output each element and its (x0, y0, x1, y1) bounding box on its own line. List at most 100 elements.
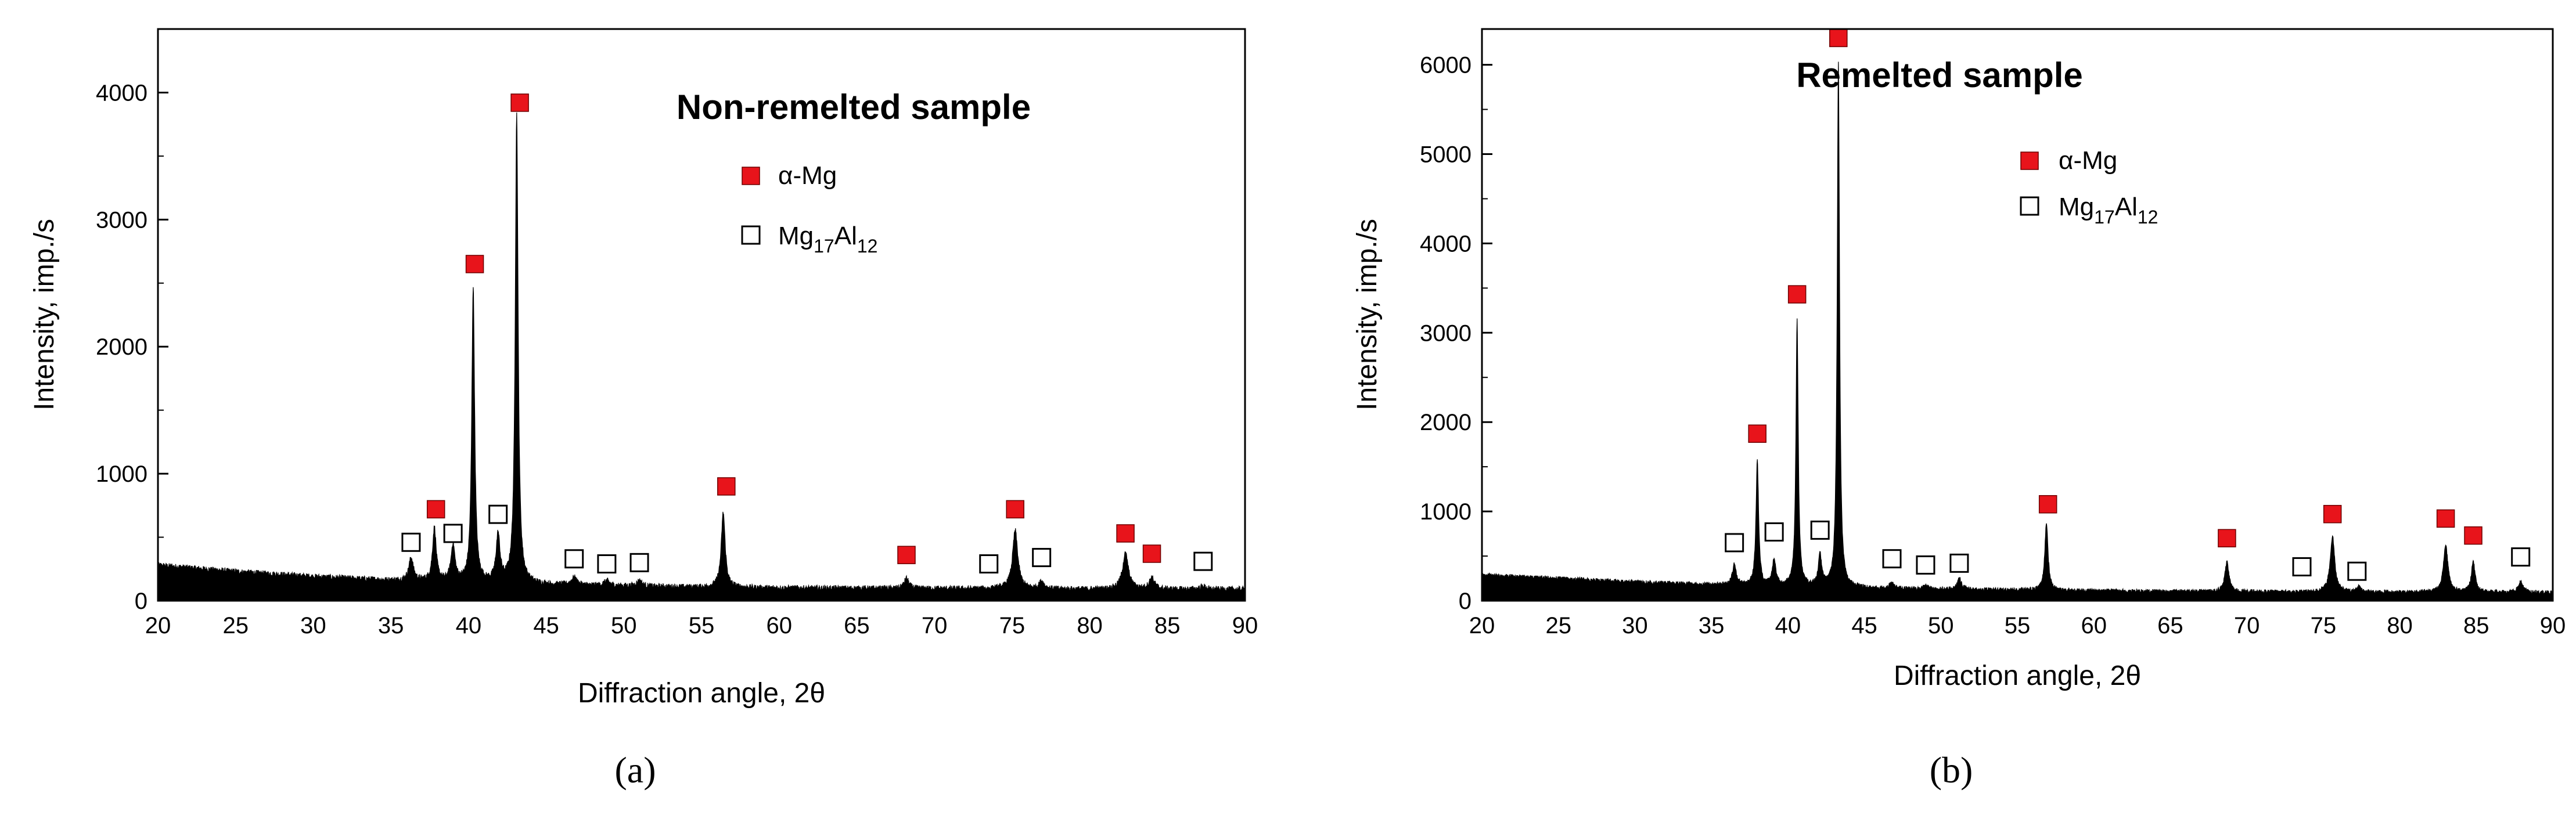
chart-a-xtick-label: 30 (300, 613, 326, 638)
chart-b-alpha-mg-marker (2436, 509, 2455, 528)
chart-b-title: Remelted sample (1796, 56, 2083, 95)
chart-a-ytick-label: 3000 (96, 207, 147, 233)
chart-a-xtick-label: 60 (766, 613, 792, 638)
chart-a-alpha-mg-marker (510, 93, 529, 112)
chart-b-diffractogram (1481, 62, 2553, 601)
chart-a-mg17al12-marker (1032, 548, 1052, 568)
chart-b-mg17al12-marker (1764, 522, 1784, 542)
chart-b-xtick-label: 75 (2311, 613, 2337, 638)
chart-a-xtick-label: 85 (1154, 613, 1181, 638)
chart-b-legend-mg: Mg (2059, 193, 2094, 221)
chart-b-xtick-label: 25 (1545, 613, 1571, 638)
chart-a-legend-alpha-mg-marker (742, 167, 760, 185)
chart-a-alpha-mg-marker (426, 500, 445, 519)
chart-a-legend-al: Al (834, 222, 857, 250)
chart-a-alpha-mg-marker (1142, 544, 1161, 563)
chart-b-mg17al12-marker (1916, 555, 1935, 575)
chart-a-ytick-label: 2000 (96, 334, 147, 360)
chart-a-ytick-label: 4000 (96, 80, 147, 106)
chart-b-legend-sub17: 17 (2094, 207, 2115, 228)
chart-a-xtick-label: 50 (611, 613, 637, 638)
chart-b-xtick-label: 30 (1622, 613, 1648, 638)
chart-b-ytick-label: 6000 (1420, 53, 1472, 78)
chart-a-legend-mg: Mg (778, 222, 814, 250)
chart-b-legend-alpha-mg-label: α-Mg (2059, 146, 2117, 175)
chart-a-mg17al12-marker (443, 524, 463, 543)
chart-a-mg17al12-marker (488, 504, 508, 524)
chart-a-xtick-label: 90 (1232, 613, 1258, 638)
chart-b: 20 25 30 35 40 45 50 55 60 65 70 75 80 85 90 0 1000 2000 3… (1352, 28, 2566, 691)
chart-b-ylabel: Intensity, imp./s (1352, 219, 1383, 410)
chart-b-xlabel: Diffraction angle, 2θ (1894, 661, 2141, 691)
chart-b-legend-al: Al (2115, 193, 2138, 221)
chart-b-ticks: 20 25 30 35 40 45 50 55 60 65 70 75 80 85 90 0 1000 2000 3… (1420, 53, 2566, 638)
chart-b-mg17al12-marker (1810, 520, 1830, 540)
chart-a: 20 25 30 35 40 45 50 55 60 65 70 75 80 85 90 0 1000 2000 3… (29, 28, 1258, 709)
chart-b-ytick-label: 3000 (1420, 320, 1472, 346)
chart-b-xtick-label: 65 (2157, 613, 2183, 638)
chart-a-ylabel: Intensity, imp./s (29, 219, 60, 410)
chart-a-xtick-label: 70 (922, 613, 948, 638)
chart-b-alpha-mg-marker (2323, 504, 2342, 524)
chart-b-legend-sub12: 12 (2138, 207, 2158, 228)
chart-b-plot-area (1481, 28, 2553, 601)
chart-b-alpha-mg-marker (2038, 495, 2057, 514)
chart-a-xtick-label: 75 (999, 613, 1026, 638)
caption-a-text: (a) (614, 749, 656, 791)
chart-b-xtick-label: 85 (2463, 613, 2489, 638)
chart-b-legend-mg17al12-marker (2020, 196, 2039, 216)
chart-a-mg17al12-marker (564, 549, 584, 569)
chart-a-xtick-label: 45 (533, 613, 559, 638)
chart-a-mg17al12-marker (629, 553, 649, 572)
chart-b-xtick-label: 80 (2387, 613, 2413, 638)
chart-b-mg17al12-marker (2511, 547, 2531, 567)
chart-b-ytick-label: 0 (1459, 589, 1472, 614)
chart-a-legend-sub12: 12 (857, 236, 878, 257)
chart-b-xtick-label: 50 (1928, 613, 1954, 638)
chart-a-xtick-label: 65 (844, 613, 870, 638)
chart-b-xtick-label: 55 (2005, 613, 2031, 638)
chart-b-alpha-mg-marker (1787, 285, 1807, 304)
chart-b-ytick-label: 4000 (1420, 231, 1472, 257)
chart-b-ytick-label: 2000 (1420, 410, 1472, 435)
chart-b-xtick-label: 40 (1775, 613, 1801, 638)
chart-a-xtick-label: 80 (1077, 613, 1103, 638)
chart-a-xtick-label: 35 (378, 613, 404, 638)
chart-a-ytick-label: 1000 (96, 461, 147, 487)
chart-a-xtick-label: 25 (222, 613, 249, 638)
chart-a-alpha-mg-marker (717, 477, 736, 496)
chart-b-legend-mg17al12-label: Mg17Al12 (2059, 193, 2158, 228)
chart-b-legend: α-Mg Mg17Al12 (2020, 146, 2158, 228)
chart-b-mg17al12-marker (1949, 553, 1969, 573)
chart-a-legend-mg17al12-marker (741, 225, 761, 245)
caption-b-text: (b) (1929, 749, 1973, 791)
chart-b-xtick-label: 90 (2540, 613, 2566, 638)
chart-a-legend: α-Mg Mg17Al12 (741, 161, 878, 257)
chart-a-plot-area (157, 93, 1246, 601)
chart-b-alpha-mg-marker (1748, 424, 1766, 443)
chart-b-xtick-label: 60 (2081, 613, 2107, 638)
caption-b: (b) (1893, 749, 2009, 792)
chart-a-diffractogram (157, 112, 1246, 601)
chart-a-alpha-mg-marker (897, 546, 916, 564)
chart-b-mg17al12-marker (2292, 557, 2312, 577)
chart-b-xtick-label: 45 (1851, 613, 1877, 638)
chart-a-title: Non-remelted sample (677, 88, 1031, 127)
chart-b-mg17al12-marker (1725, 533, 1744, 553)
chart-a-xlabel: Diffraction angle, 2θ (578, 678, 825, 709)
chart-a-mg17al12-marker (1193, 551, 1213, 571)
chart-b-alpha-mg-marker (2464, 526, 2483, 545)
chart-a-xtick-label: 20 (145, 613, 171, 638)
chart-a-ticks: 20 25 30 35 40 45 50 55 60 65 70 75 80 85 90 0 1000 2000 3… (96, 80, 1258, 638)
chart-b-ytick-label: 5000 (1420, 142, 1472, 167)
chart-a-mg17al12-marker (401, 532, 421, 552)
chart-b-frame (1481, 28, 2554, 602)
chart-a-xtick-label: 55 (689, 613, 715, 638)
chart-b-xtick-label: 70 (2234, 613, 2260, 638)
chart-a-ytick-label: 0 (135, 589, 147, 614)
chart-b-alpha-mg-marker (2218, 529, 2236, 548)
chart-b-mg17al12-marker (2347, 561, 2367, 581)
chart-a-mg17al12-marker (597, 554, 617, 574)
chart-a-legend-sub17: 17 (814, 236, 834, 257)
